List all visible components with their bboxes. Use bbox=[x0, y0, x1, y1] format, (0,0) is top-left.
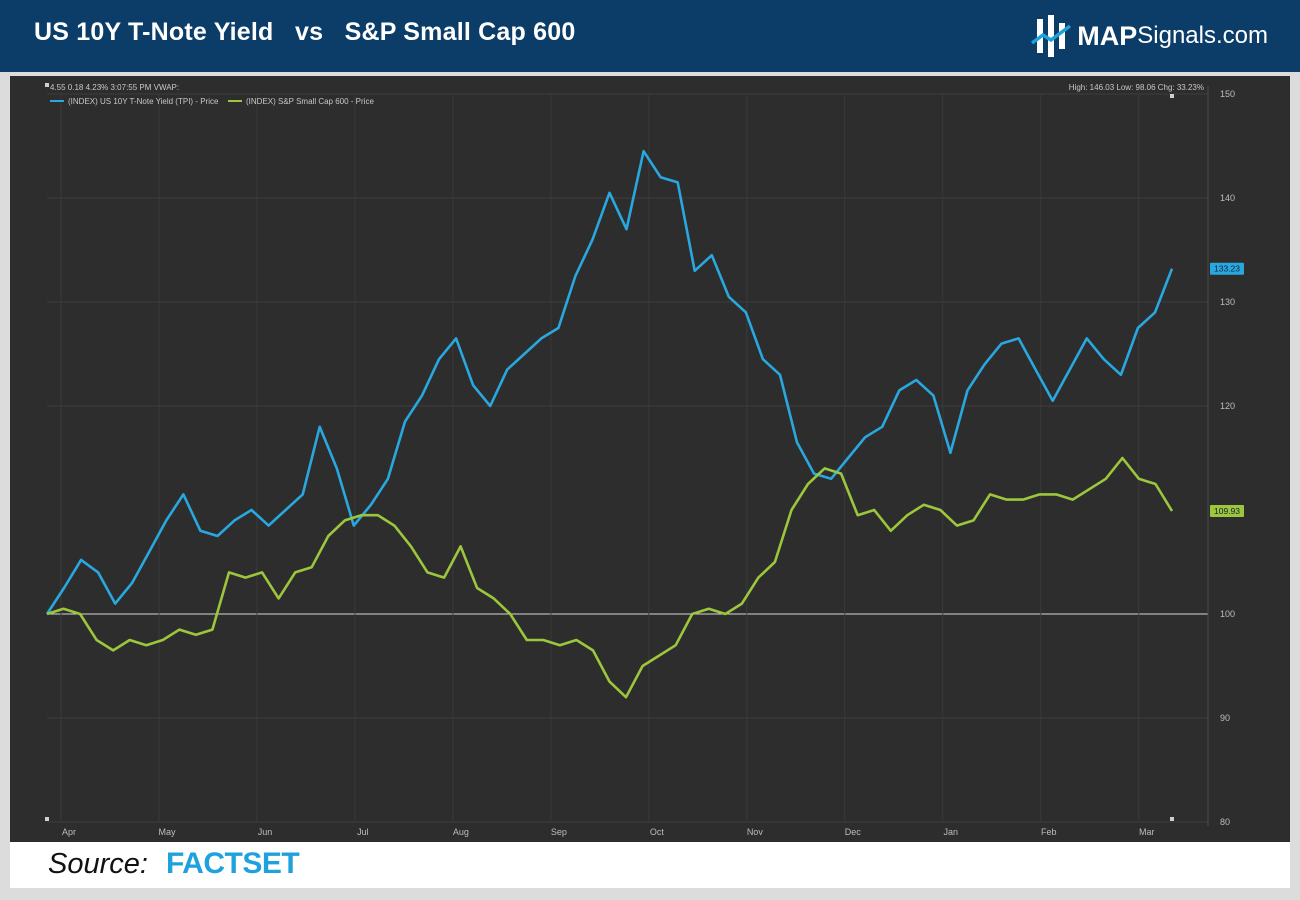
x-tick-label: Aug bbox=[453, 827, 469, 837]
source-label: Source: bbox=[48, 848, 148, 880]
x-tick-label: Feb bbox=[1041, 827, 1057, 837]
x-tick-label: Dec bbox=[845, 827, 862, 837]
legend-label-1: (INDEX) S&P Small Cap 600 - Price bbox=[246, 97, 374, 106]
x-tick-label: Mar bbox=[1139, 827, 1155, 837]
last-value-tag-1 bbox=[1210, 505, 1244, 518]
y-tick-label: 130 bbox=[1220, 297, 1235, 307]
x-tick-label: Jun bbox=[258, 827, 273, 837]
y-tick-label: 100 bbox=[1220, 609, 1235, 619]
brand-name-bold: MAP bbox=[1077, 20, 1138, 51]
x-tick-label: Apr bbox=[62, 827, 76, 837]
chart-title: US 10Y T-Note Yield vs S&P Small Cap 600 bbox=[34, 18, 576, 46]
corner-handle bbox=[45, 83, 49, 87]
header-bar: US 10Y T-Note Yield vs S&P Small Cap 600… bbox=[0, 0, 1300, 72]
x-tick-label: May bbox=[158, 827, 176, 837]
y-tick-label: 150 bbox=[1220, 89, 1235, 99]
y-tick-label: 140 bbox=[1220, 193, 1235, 203]
y-tick-label: 120 bbox=[1220, 401, 1235, 411]
series-line-0 bbox=[45, 149, 1174, 615]
factset-logo: FACTSET bbox=[166, 847, 300, 880]
info-left-text: 4.55 0.18 4.23% 3:07:55 PM VWAP: bbox=[50, 83, 179, 92]
mapsignals-logo-icon bbox=[1031, 15, 1072, 57]
corner-handle bbox=[45, 817, 49, 821]
x-tick-label: Sep bbox=[551, 827, 567, 837]
legend-label-0: (INDEX) US 10Y T-Note Yield (TPI) - Pric… bbox=[68, 97, 219, 106]
x-tick-label: Jul bbox=[357, 827, 369, 837]
source-footer: Source: FACTSET bbox=[10, 842, 1290, 888]
corner-handle bbox=[1170, 94, 1174, 98]
y-tick-label: 80 bbox=[1220, 817, 1230, 827]
series-line-1 bbox=[46, 456, 1174, 699]
last-value-label-0: 133.23 bbox=[1214, 264, 1240, 274]
y-tick-label: 90 bbox=[1220, 713, 1230, 723]
corner-handle bbox=[1170, 817, 1174, 821]
brand-logo[interactable]: MAP Signals.com bbox=[1031, 12, 1268, 60]
chart-panel: 80 90 100 120 130 140 150 Apr May Jun Jul Aug Sep Oct… bbox=[10, 76, 1290, 842]
last-value-label-1: 109.93 bbox=[1214, 506, 1240, 516]
last-value-tag-0 bbox=[1210, 262, 1244, 275]
x-tick-label: Jan bbox=[944, 827, 959, 837]
x-tick-label: Nov bbox=[747, 827, 764, 837]
info-right-text: High: 146.03 Low: 98.06 Chg: 33.23% bbox=[1069, 83, 1204, 92]
x-tick-label: Oct bbox=[650, 827, 665, 837]
line-chart: 80 90 100 120 130 140 150 Apr May Jun Jul Aug Sep Oct… bbox=[45, 83, 1244, 837]
brand-name-rest: Signals.com bbox=[1137, 22, 1268, 49]
